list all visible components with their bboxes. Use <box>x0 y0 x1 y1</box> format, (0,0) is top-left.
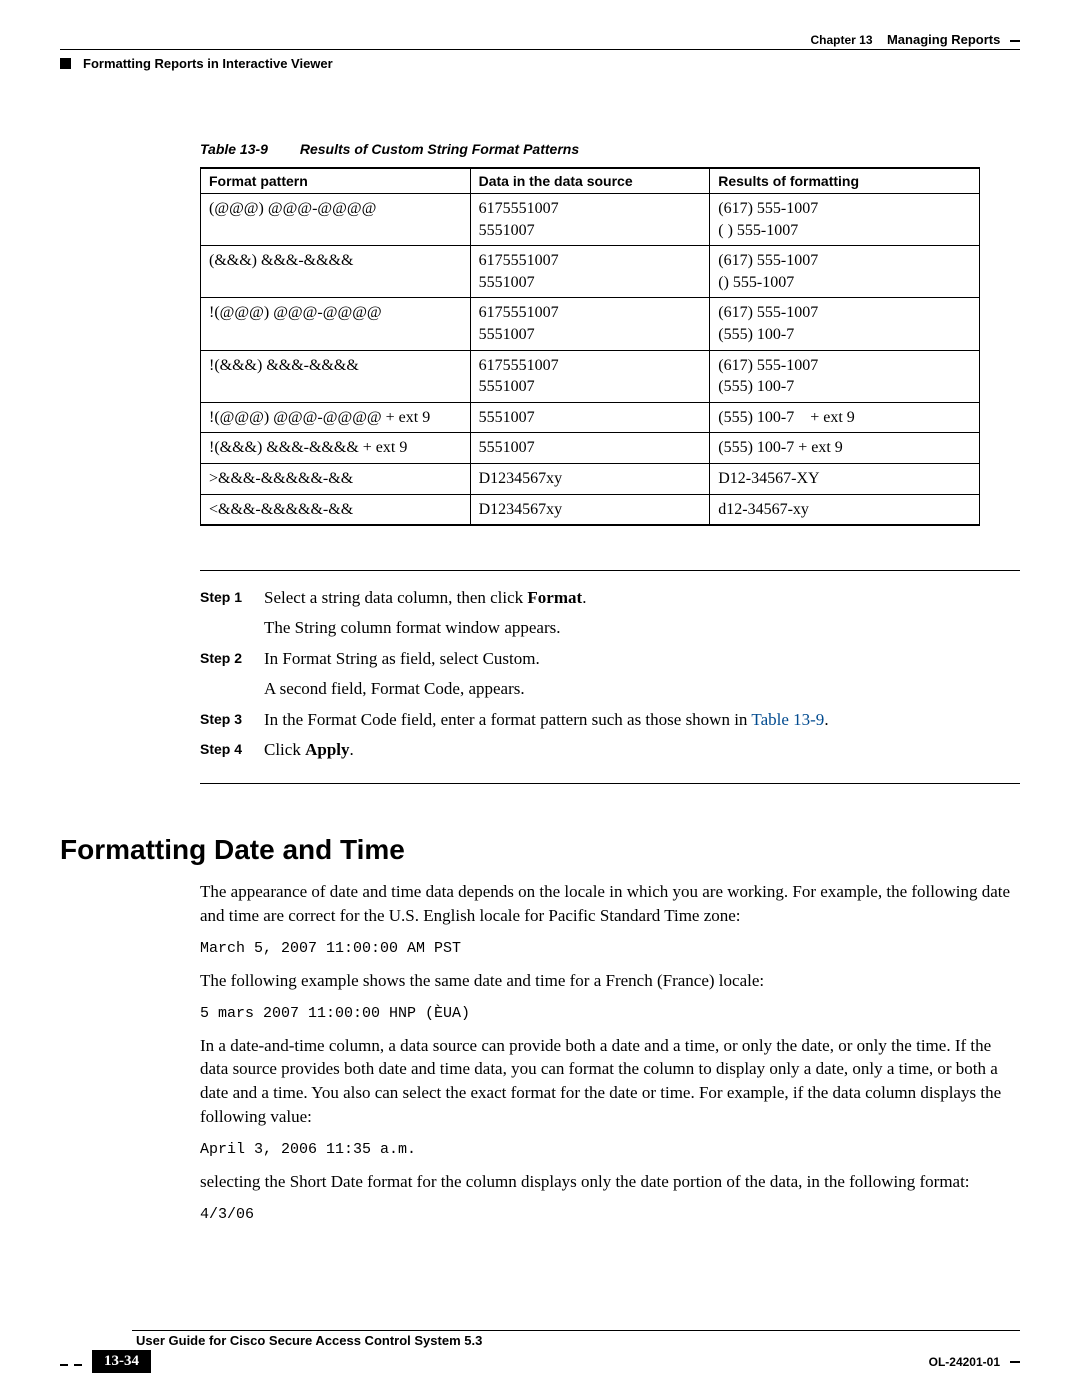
cell-source: 61755510075551007 <box>470 246 710 298</box>
step-body: Click Apply. <box>264 737 1020 763</box>
running-header: Chapter 13 Managing Reports <box>60 32 1020 47</box>
section-body: The appearance of date and time data dep… <box>200 880 1020 1224</box>
step-body: In the Format Code field, enter a format… <box>264 707 1020 733</box>
cell-result: (617) 555-1007( ) 555-1007 <box>710 194 980 246</box>
step-body: In Format String as field, select Custom… <box>264 646 1020 703</box>
page-footer: User Guide for Cisco Secure Access Contr… <box>60 1330 1020 1373</box>
section-breadcrumb: Formatting Reports in Interactive Viewer <box>60 56 1020 71</box>
page-number: 13-34 <box>92 1350 151 1373</box>
cell-result: D12-34567-XY <box>710 463 980 494</box>
table-caption: Table 13-9 Results of Custom String Form… <box>200 141 1020 157</box>
step-row: Step 4 Click Apply. <box>200 737 1020 763</box>
section-heading: Formatting Date and Time <box>60 834 1020 866</box>
cell-pattern: !(&&&) &&&-&&&& + ext 9 <box>201 433 471 464</box>
table-row: <&&&-&&&&&-&& D1234567xy d12-34567-xy <box>201 494 980 525</box>
cell-result: (617) 555-1007() 555-1007 <box>710 246 980 298</box>
cell-source: 5551007 <box>470 402 710 433</box>
chapter-title: Managing Reports <box>887 32 1000 47</box>
code-sample: April 3, 2006 11:35 a.m. <box>200 1139 1020 1160</box>
square-bullet-icon <box>60 58 71 69</box>
cell-source: 61755510075551007 <box>470 350 710 402</box>
cell-result: (617) 555-1007(555) 100-7 <box>710 298 980 350</box>
step-label: Step 1 <box>200 585 264 642</box>
cell-source: 61755510075551007 <box>470 298 710 350</box>
format-patterns-table: Format pattern Data in the data source R… <box>200 167 980 526</box>
code-sample: 5 mars 2007 11:00:00 HNP (ÈUA) <box>200 1003 1020 1024</box>
cell-pattern: !(@@@) @@@-@@@@ <box>201 298 471 350</box>
table-xref-link[interactable]: Table 13-9 <box>751 710 824 729</box>
table-row: !(@@@) @@@-@@@@ 61755510075551007 (617) … <box>201 298 980 350</box>
cell-pattern: (&&&) &&&-&&&& <box>201 246 471 298</box>
table-caption-text: Results of Custom String Format Patterns <box>300 141 579 157</box>
step-row: Step 3 In the Format Code field, enter a… <box>200 707 1020 733</box>
header-tick-icon <box>1010 40 1020 42</box>
step-body: Select a string data column, then click … <box>264 585 1020 642</box>
cell-source: D1234567xy <box>470 494 710 525</box>
chapter-label: Chapter 13 <box>810 33 872 47</box>
col-header-pattern: Format pattern <box>201 168 471 194</box>
table-number: Table 13-9 <box>200 141 268 157</box>
steps-block: Step 1 Select a string data column, then… <box>200 570 1020 784</box>
step-label: Step 2 <box>200 646 264 703</box>
document-id: OL-24201-01 <box>929 1355 1000 1369</box>
table-row: (@@@) @@@-@@@@ 61755510075551007 (617) 5… <box>201 194 980 246</box>
table-row: (&&&) &&&-&&&& 61755510075551007 (617) 5… <box>201 246 980 298</box>
step-label: Step 3 <box>200 707 264 733</box>
cell-result: (617) 555-1007(555) 100-7 <box>710 350 980 402</box>
cell-pattern: !(&&&) &&&-&&&& <box>201 350 471 402</box>
table-header-row: Format pattern Data in the data source R… <box>201 168 980 194</box>
cell-source: D1234567xy <box>470 463 710 494</box>
cell-pattern: >&&&-&&&&&-&& <box>201 463 471 494</box>
col-header-result: Results of formatting <box>710 168 980 194</box>
code-sample: March 5, 2007 11:00:00 AM PST <box>200 938 1020 959</box>
step-row: Step 2 In Format String as field, select… <box>200 646 1020 703</box>
footer-tick-icon <box>1010 1361 1020 1363</box>
step-row: Step 1 Select a string data column, then… <box>200 585 1020 642</box>
step-label: Step 4 <box>200 737 264 763</box>
header-rule <box>60 49 1020 50</box>
col-header-source: Data in the data source <box>470 168 710 194</box>
cell-source: 61755510075551007 <box>470 194 710 246</box>
paragraph: selecting the Short Date format for the … <box>200 1170 1020 1194</box>
table-row: !(@@@) @@@-@@@@ + ext 9 5551007 (555) 10… <box>201 402 980 433</box>
table-row: !(&&&) &&&-&&&& 61755510075551007 (617) … <box>201 350 980 402</box>
cell-result: (555) 100-7 + ext 9 <box>710 402 980 433</box>
section-title: Formatting Reports in Interactive Viewer <box>83 56 333 71</box>
table-row: !(&&&) &&&-&&&& + ext 9 5551007 (555) 10… <box>201 433 980 464</box>
code-sample: 4/3/06 <box>200 1204 1020 1225</box>
guide-title: User Guide for Cisco Secure Access Contr… <box>136 1333 482 1348</box>
footer-rule <box>132 1330 1020 1331</box>
cell-pattern: !(@@@) @@@-@@@@ + ext 9 <box>201 402 471 433</box>
cell-pattern: <&&&-&&&&&-&& <box>201 494 471 525</box>
cell-source: 5551007 <box>470 433 710 464</box>
cell-pattern: (@@@) @@@-@@@@ <box>201 194 471 246</box>
cell-result: d12-34567-xy <box>710 494 980 525</box>
paragraph: In a date-and-time column, a data source… <box>200 1034 1020 1129</box>
paragraph: The appearance of date and time data dep… <box>200 880 1020 928</box>
cell-result: (555) 100-7 + ext 9 <box>710 433 980 464</box>
paragraph: The following example shows the same dat… <box>200 969 1020 993</box>
table-row: >&&&-&&&&&-&& D1234567xy D12-34567-XY <box>201 463 980 494</box>
